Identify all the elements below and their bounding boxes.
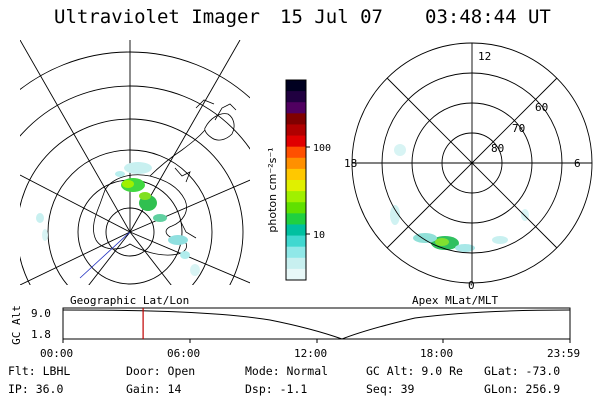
- colorbar-swatch: [286, 224, 306, 237]
- colorbar-swatch: [286, 235, 306, 248]
- altitude-frame: [62, 307, 571, 340]
- colorbar-swatch: [286, 91, 306, 103]
- colorbar-swatch: [286, 246, 306, 259]
- colorbar-swatch: [286, 268, 306, 281]
- colorbar-unit-label: photon cm⁻²s⁻¹: [266, 147, 279, 232]
- mlat-label-60: 60: [535, 101, 548, 114]
- mlat-label-80: 80: [491, 142, 504, 155]
- gain-info: Gain: 14: [126, 382, 182, 396]
- glat-info: GLat: -73.0: [484, 364, 561, 378]
- xtick-0600: 06:00: [167, 347, 200, 360]
- colorbar-swatch: [286, 213, 306, 225]
- geo-meridian: [129, 179, 250, 233]
- geographic-map: [20, 40, 250, 285]
- colorbar-tick-10: 10: [313, 230, 325, 241]
- coast-fragment: [195, 99, 215, 109]
- colorbar-swatch: [286, 180, 306, 192]
- door-info: Door: Open: [126, 364, 196, 378]
- coast-fragment: [174, 167, 191, 183]
- altitude-plot: 9.0 1.8 GC Alt 00:00 06:00 12:00 18:00 2…: [10, 305, 580, 360]
- xtick-1200: 12:00: [294, 347, 327, 360]
- colorbar-swatch: [286, 157, 306, 170]
- geo-meridian: [20, 174, 131, 233]
- coast-fragment: [214, 103, 237, 121]
- polar-map: 12 18 6 0 60 70 80: [344, 42, 593, 292]
- altitude-curve: [62, 309, 571, 340]
- coast-fragment: [179, 219, 197, 239]
- ytick-1-8: 1.8: [31, 328, 51, 341]
- time-label: 03:48:44 UT: [425, 6, 551, 28]
- geo-meridian: [20, 40, 131, 233]
- instrument-title: Ultraviolet Imager: [54, 6, 260, 28]
- geo-meridian: [129, 231, 250, 284]
- xtick-0000: 00:00: [40, 347, 73, 360]
- geographic-label: Geographic Lat/Lon: [70, 294, 189, 307]
- ytick-9: 9.0: [31, 307, 51, 320]
- colorbar-swatch: [286, 168, 306, 181]
- colorbar-swatch: [286, 135, 306, 148]
- mlt-label-12: 12: [478, 50, 491, 63]
- colorbar-swatch: [286, 202, 306, 214]
- south-america-coast: [204, 113, 235, 141]
- colorbar-frame: [285, 79, 307, 281]
- colorbar-swatch: [286, 80, 306, 92]
- geo-meridian: [129, 231, 172, 285]
- colorbar-swatch: [286, 191, 306, 203]
- mode-info: Mode: Normal: [245, 364, 329, 378]
- xtick-1800: 18:00: [420, 347, 453, 360]
- dsp-info: Dsp: -1.1: [245, 382, 308, 396]
- colorbar-swatch: [286, 124, 306, 137]
- polar-aurora: [390, 144, 529, 252]
- colorbar-swatch: [286, 102, 306, 114]
- satellite-track: [79, 231, 131, 279]
- mlt-label-0: 0: [468, 279, 475, 292]
- ip-info: IP: 36.0: [8, 382, 64, 396]
- xtick-2359: 23:59: [547, 347, 580, 360]
- geo-aurora: [36, 162, 200, 276]
- date-label: 15 Jul 07: [280, 6, 383, 28]
- colorbar-swatch: [286, 257, 306, 270]
- mlt-label-18: 18: [344, 157, 357, 170]
- colorbar-tick-100: 100: [313, 143, 331, 154]
- colorbar-swatch: [286, 146, 306, 159]
- glon-info: GLon: 256.9: [484, 382, 561, 396]
- geo-meridian: [88, 231, 131, 285]
- peninsula-coast: [149, 129, 206, 177]
- geo-meridian: [20, 231, 131, 285]
- seq-info: Seq: 39: [366, 382, 415, 396]
- gc-alt-info: GC Alt: 9.0 Re: [366, 364, 463, 378]
- polar-mlt-line: [386, 77, 558, 249]
- colorbar: 100 10 photon cm⁻²s⁻¹: [266, 79, 331, 281]
- mlt-label-6: 6: [574, 157, 581, 170]
- mlat-label-70: 70: [512, 122, 525, 135]
- altitude-ylabel: GC Alt: [10, 305, 23, 345]
- filter-info: Flt: LBHL: [8, 364, 71, 378]
- apex-label: Apex MLat/MLT: [412, 294, 498, 307]
- colorbar-swatch: [286, 113, 306, 125]
